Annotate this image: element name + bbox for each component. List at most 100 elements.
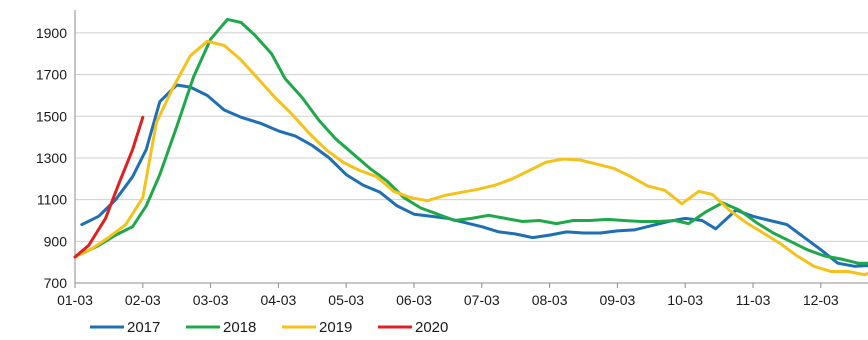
legend-label: 2018 [223, 319, 256, 336]
data-point [87, 244, 90, 247]
legend-item-2020: 2020 [378, 319, 448, 336]
data-point [640, 220, 643, 223]
data-point [711, 193, 714, 196]
data-point [158, 173, 161, 176]
data-point [538, 219, 541, 222]
data-point [714, 227, 717, 230]
series-2018 [80, 17, 868, 265]
data-point [738, 209, 741, 212]
data-point [684, 217, 687, 220]
data-point [697, 190, 700, 193]
data-point [521, 220, 524, 223]
data-point [514, 233, 517, 236]
x-tick-label: 04-03 [260, 292, 296, 308]
legend-label: 2020 [415, 319, 448, 336]
data-point [596, 163, 599, 166]
y-axis-ticks: 700 900 1100 1300 1500 1700 1900 [36, 25, 67, 291]
data-point [270, 52, 273, 55]
legend: 2017 2018 2019 2020 [90, 319, 448, 336]
data-point [368, 167, 371, 170]
data-point [680, 202, 683, 205]
data-point [646, 185, 649, 188]
data-point [352, 152, 355, 155]
data-point [487, 214, 490, 217]
data-point [650, 224, 653, 227]
data-point [206, 40, 209, 43]
data-point [528, 169, 531, 172]
data-point [623, 219, 626, 222]
data-point [145, 204, 148, 207]
data-point [294, 135, 297, 138]
data-point [768, 219, 771, 222]
x-tick-label: 07-03 [464, 292, 500, 308]
series-lines [73, 17, 868, 277]
data-point [362, 184, 365, 187]
data-point [819, 248, 822, 251]
data-point [582, 232, 585, 235]
legend-label: 2017 [127, 319, 160, 336]
y-tick-label: 1900 [36, 25, 67, 41]
data-point [426, 199, 429, 202]
data-point [555, 222, 558, 225]
data-point [419, 207, 422, 210]
data-point [616, 229, 619, 232]
data-point [141, 116, 144, 119]
legend-item-2019: 2019 [282, 319, 352, 336]
data-point [480, 225, 483, 228]
data-point [385, 179, 388, 182]
data-point [853, 265, 856, 268]
data-point [341, 161, 344, 164]
data-point [823, 254, 826, 257]
gridlines [75, 32, 868, 242]
data-point [460, 191, 463, 194]
data-point [118, 182, 121, 185]
data-point [345, 173, 348, 176]
series-2017 [80, 83, 868, 268]
data-point [413, 213, 416, 216]
data-point [470, 217, 473, 220]
data-point [548, 234, 551, 237]
data-point [277, 129, 280, 132]
data-point [209, 38, 212, 41]
data-point [633, 228, 636, 231]
x-tick-label: 05-03 [328, 292, 364, 308]
data-point [324, 148, 327, 151]
data-point [274, 96, 277, 99]
data-point [74, 256, 77, 259]
legend-item-2018: 2018 [186, 319, 256, 336]
data-point [328, 157, 331, 160]
data-point [579, 159, 582, 162]
data-point [772, 232, 775, 235]
data-point [318, 119, 321, 122]
data-point [155, 121, 158, 124]
data-point [131, 175, 134, 178]
data-point [253, 34, 256, 37]
data-point [745, 221, 748, 224]
data-point [145, 148, 148, 151]
series-line-2019 [73, 39, 868, 277]
x-tick-label: 11-03 [736, 292, 771, 308]
x-tick-label: 01-03 [57, 292, 93, 308]
data-point [657, 220, 660, 223]
data-point [257, 77, 260, 80]
x-tick-label: 03-03 [193, 292, 229, 308]
data-point [375, 175, 378, 178]
data-point [291, 113, 294, 116]
data-point [836, 262, 839, 265]
data-point [131, 225, 134, 228]
data-point [846, 270, 849, 273]
data-point [613, 167, 616, 170]
data-point [562, 158, 565, 161]
data-point [107, 236, 110, 239]
data-point [687, 222, 690, 225]
data-point [396, 204, 399, 207]
data-point [511, 177, 514, 180]
data-point [863, 273, 866, 276]
data-point [494, 184, 497, 187]
data-point [857, 262, 860, 265]
data-point [97, 215, 100, 218]
data-point [728, 209, 731, 212]
data-point [572, 219, 575, 222]
data-point [663, 189, 666, 192]
